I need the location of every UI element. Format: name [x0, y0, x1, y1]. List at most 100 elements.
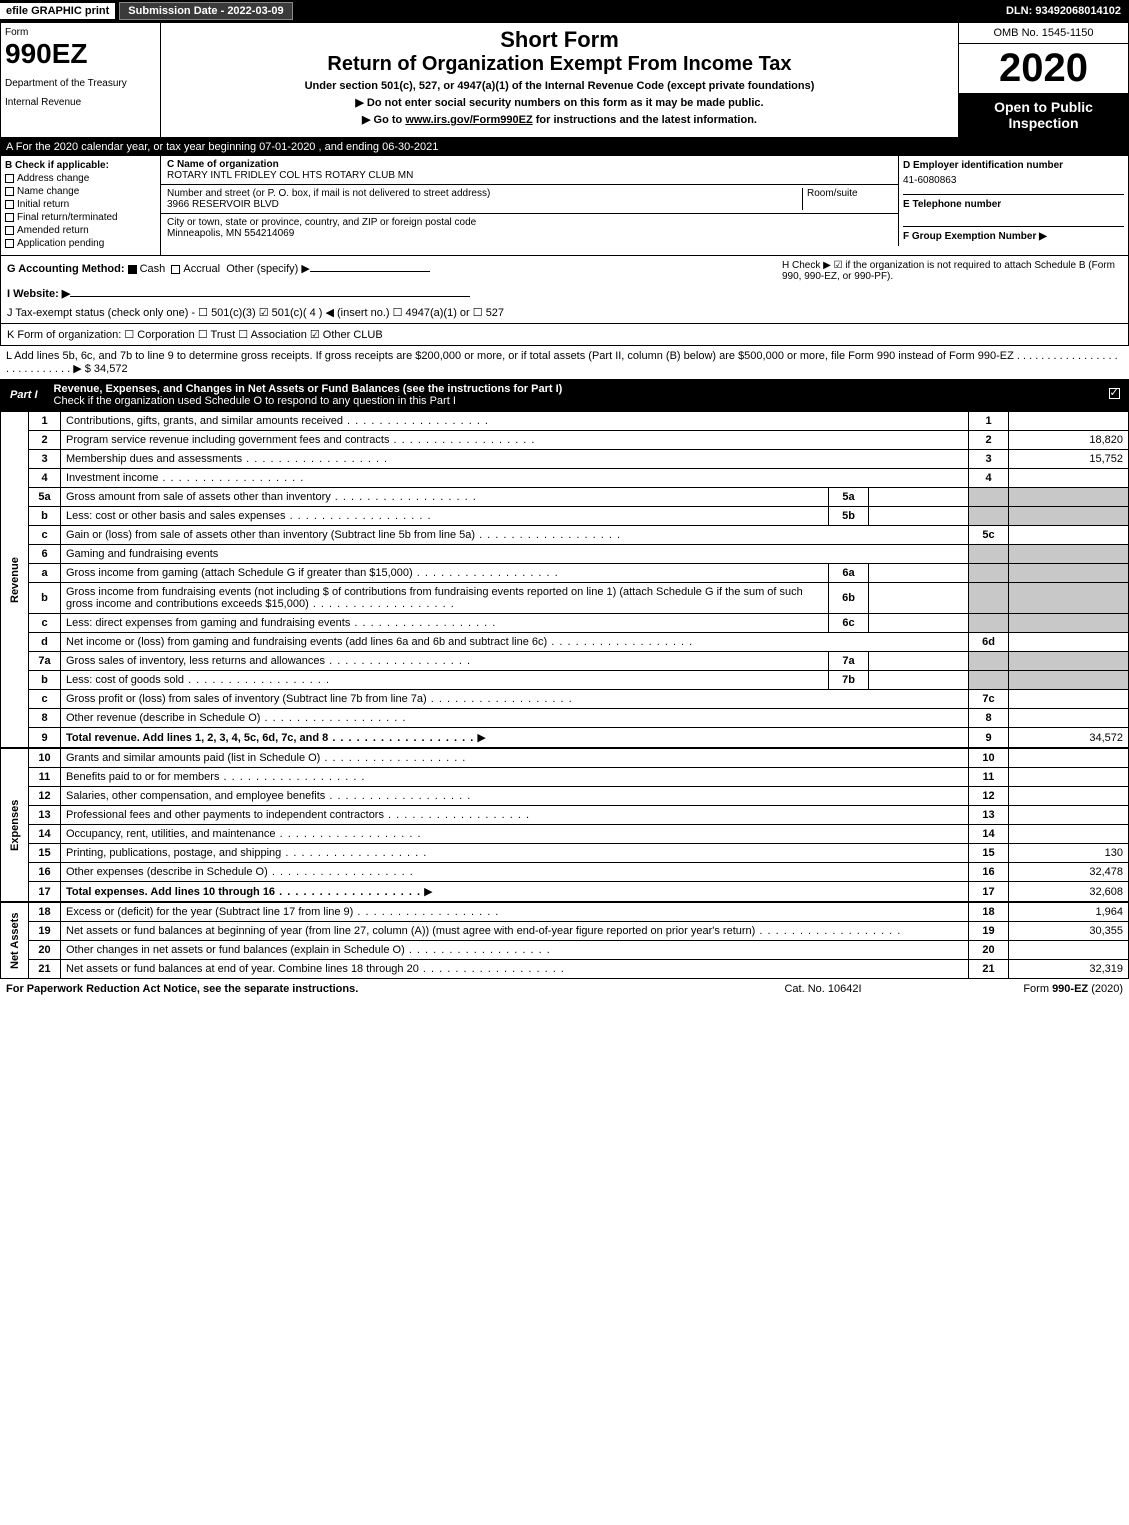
table-row: 19Net assets or fund balances at beginni… [1, 922, 1129, 941]
line-number: 17 [29, 882, 61, 902]
section-label: Net Assets [1, 903, 29, 979]
checkbox-label: Initial return [17, 199, 69, 210]
right-num-grey [969, 583, 1009, 614]
line-number: c [29, 690, 61, 709]
right-num-grey [969, 652, 1009, 671]
checkbox[interactable] [5, 174, 14, 183]
accrual-label: Accrual [183, 263, 220, 275]
right-line-num: 7c [969, 690, 1009, 709]
right-line-val: 18,820 [1009, 431, 1129, 450]
goto-pre: ▶ Go to [362, 114, 405, 126]
inner-line-val [869, 507, 969, 526]
part1-checkbox[interactable] [1109, 388, 1120, 399]
table-row: Expenses10Grants and similar amounts pai… [1, 749, 1129, 768]
table-row: 6Gaming and fundraising events [1, 545, 1129, 564]
right-line-num: 16 [969, 863, 1009, 882]
form-header: Form 990EZ Department of the Treasury In… [0, 22, 1129, 138]
line-g-h: G Accounting Method: Cash Accrual Other … [0, 256, 1129, 324]
line-desc: Occupancy, rent, utilities, and maintena… [61, 825, 969, 844]
inner-line-num: 6c [829, 614, 869, 633]
goto-link[interactable]: www.irs.gov/Form990EZ [405, 114, 532, 126]
org-city: Minneapolis, MN 554214069 [167, 228, 294, 239]
right-val-grey [1009, 583, 1129, 614]
table-row: 16Other expenses (describe in Schedule O… [1, 863, 1129, 882]
g-label: G Accounting Method: [7, 263, 125, 275]
right-num-grey [969, 564, 1009, 583]
line-number: 8 [29, 709, 61, 728]
table-row: bLess: cost or other basis and sales exp… [1, 507, 1129, 526]
right-line-val [1009, 709, 1129, 728]
line-desc: Professional fees and other payments to … [61, 806, 969, 825]
inner-line-val [869, 614, 969, 633]
line-number: 15 [29, 844, 61, 863]
section-b-label: B Check if applicable: [5, 160, 156, 171]
section-def: D Employer identification number 41-6080… [898, 156, 1128, 246]
inner-line-val [869, 564, 969, 583]
top-bar: efile GRAPHIC print Submission Date - 20… [0, 0, 1129, 22]
checkbox[interactable] [5, 226, 14, 235]
line-number: 14 [29, 825, 61, 844]
part1-header: Part I Revenue, Expenses, and Changes in… [0, 379, 1129, 411]
right-line-val: 32,478 [1009, 863, 1129, 882]
right-line-num: 19 [969, 922, 1009, 941]
right-val-grey [1009, 652, 1129, 671]
right-val-grey [1009, 488, 1129, 507]
section-bcde: B Check if applicable: Address changeNam… [0, 156, 1129, 256]
line-desc: Investment income [61, 469, 969, 488]
right-line-val [1009, 941, 1129, 960]
checkbox[interactable] [5, 239, 14, 248]
d-label: D Employer identification number [903, 160, 1124, 171]
checkbox-row: Application pending [5, 238, 156, 249]
section-label: Revenue [1, 412, 29, 748]
inner-line-num: 5a [829, 488, 869, 507]
table-row: aGross income from gaming (attach Schedu… [1, 564, 1129, 583]
line-desc: Program service revenue including govern… [61, 431, 969, 450]
table-row: 5aGross amount from sale of assets other… [1, 488, 1129, 507]
line-number: 19 [29, 922, 61, 941]
line-number: 9 [29, 728, 61, 748]
table-row: 20Other changes in net assets or fund ba… [1, 941, 1129, 960]
footer-left: For Paperwork Reduction Act Notice, see … [6, 983, 723, 995]
under-section: Under section 501(c), 527, or 4947(a)(1)… [165, 80, 954, 92]
line-number: 6 [29, 545, 61, 564]
table-row: 12Salaries, other compensation, and empl… [1, 787, 1129, 806]
room-suite-label: Room/suite [802, 188, 892, 210]
line-number: b [29, 671, 61, 690]
line-number: b [29, 583, 61, 614]
right-line-num: 3 [969, 450, 1009, 469]
table-row: 4Investment income4 [1, 469, 1129, 488]
expense-table: Expenses10Grants and similar amounts pai… [0, 748, 1129, 902]
line-desc: Other expenses (describe in Schedule O) [61, 863, 969, 882]
table-row: 3Membership dues and assessments315,752 [1, 450, 1129, 469]
line-desc: Gross sales of inventory, less returns a… [61, 652, 829, 671]
section-b: B Check if applicable: Address changeNam… [1, 156, 161, 255]
right-line-val: 32,608 [1009, 882, 1129, 902]
line-number: 20 [29, 941, 61, 960]
right-line-val: 1,964 [1009, 903, 1129, 922]
line-desc: Gross amount from sale of assets other t… [61, 488, 829, 507]
checkbox[interactable] [5, 213, 14, 222]
cash-checkbox[interactable] [128, 265, 137, 274]
checkbox-label: Application pending [17, 238, 104, 249]
accrual-checkbox[interactable] [171, 265, 180, 274]
goto-post: for instructions and the latest informat… [533, 114, 757, 126]
right-line-num: 15 [969, 844, 1009, 863]
line-desc: Net assets or fund balances at end of ye… [61, 960, 969, 979]
line-desc: Membership dues and assessments [61, 450, 969, 469]
efile-label[interactable]: efile GRAPHIC print [0, 3, 115, 19]
inner-line-val [869, 671, 969, 690]
right-line-num: 9 [969, 728, 1009, 748]
right-line-val: 34,572 [1009, 728, 1129, 748]
checkbox[interactable] [5, 187, 14, 196]
checkbox-row: Final return/terminated [5, 212, 156, 223]
submission-date: Submission Date - 2022-03-09 [119, 2, 292, 20]
line-desc: Printing, publications, postage, and shi… [61, 844, 969, 863]
right-line-val [1009, 749, 1129, 768]
form-label: Form [5, 27, 156, 38]
line-desc: Other revenue (describe in Schedule O) [61, 709, 969, 728]
table-row: cLess: direct expenses from gaming and f… [1, 614, 1129, 633]
i-label: I Website: ▶ [7, 288, 70, 300]
right-line-val [1009, 526, 1129, 545]
checkbox[interactable] [5, 200, 14, 209]
table-row: Revenue1Contributions, gifts, grants, an… [1, 412, 1129, 431]
